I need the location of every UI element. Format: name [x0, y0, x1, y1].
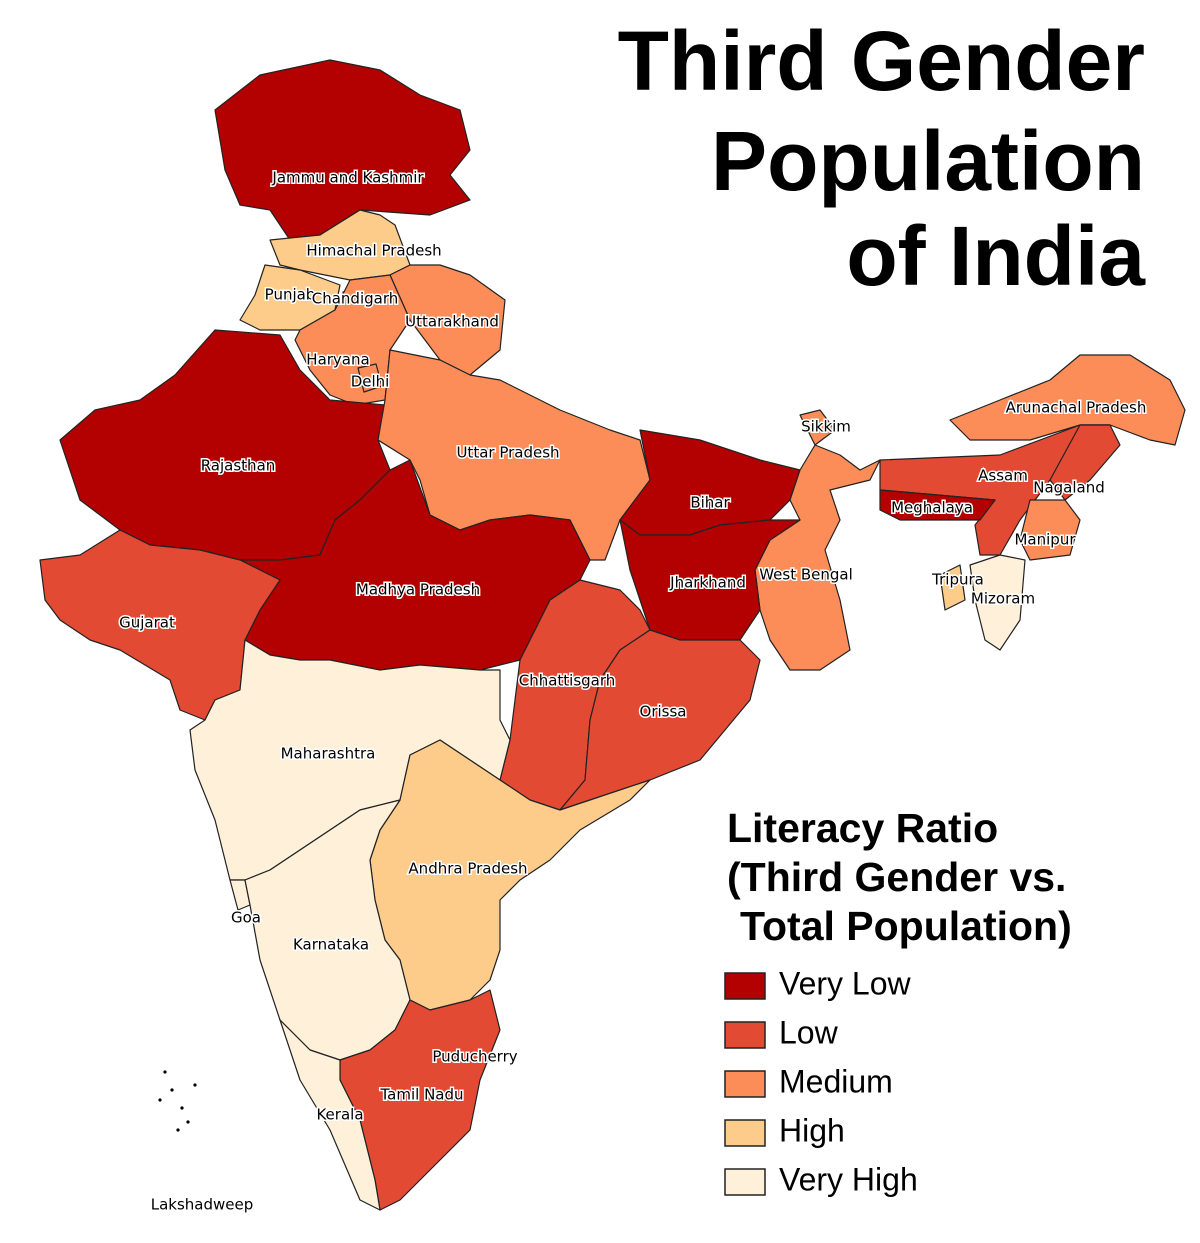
- region: [357, 363, 383, 393]
- legend-swatch: [724, 1070, 766, 1098]
- region-label: Tamil Nadu: [379, 1086, 463, 1104]
- region: [377, 349, 651, 561]
- region-label: Delhi: [351, 373, 390, 391]
- region-label: Assam: [978, 467, 1028, 485]
- region-label: Madhya Pradesh: [356, 581, 480, 599]
- region-label: Sikkim: [801, 418, 851, 436]
- region-label: Uttar Pradesh: [456, 444, 559, 462]
- region: [1019, 499, 1081, 561]
- legend-swatch: [724, 1021, 766, 1049]
- region: [879, 489, 996, 521]
- region-label: Meghalaya: [891, 499, 973, 517]
- region: [619, 519, 801, 641]
- region-label: Puducherry: [432, 1048, 517, 1066]
- legend-label: High: [779, 1112, 845, 1148]
- region-label: Manipur: [1014, 531, 1076, 549]
- region-label: Himachal Pradesh: [306, 242, 441, 260]
- legend-title: (Third Gender vs.: [727, 854, 1066, 900]
- legend-swatch: [724, 972, 766, 1000]
- island: [176, 1128, 180, 1132]
- legend-swatch: [724, 1119, 766, 1147]
- region: [1049, 424, 1121, 501]
- region-label: Kerala: [316, 1106, 363, 1124]
- region-label: Bihar: [690, 494, 730, 512]
- legend-swatch: [724, 1168, 766, 1196]
- region-label: Orissa: [640, 703, 687, 721]
- region-label: Maharashtra: [281, 745, 376, 763]
- region-label: Chhattisgarh: [519, 672, 616, 690]
- island: [163, 1070, 167, 1074]
- region-label: Rajasthan: [201, 457, 276, 475]
- region-label: Chandigarh: [312, 290, 399, 308]
- title-line: of India: [846, 209, 1146, 303]
- regions: [39, 59, 1186, 1211]
- region: [949, 354, 1186, 446]
- island: [170, 1088, 174, 1092]
- island: [180, 1106, 184, 1110]
- legend: Very Low Low Medium High Very High: [724, 965, 918, 1197]
- region-label: Lakshadweep: [151, 1196, 254, 1214]
- region-label: Jammu and Kashmir: [271, 169, 424, 187]
- region-label: Uttarakhand: [405, 313, 499, 331]
- island: [186, 1120, 190, 1124]
- region: [799, 409, 836, 446]
- region-label: Punjab: [265, 286, 316, 304]
- region-label: Mizoram: [971, 590, 1035, 608]
- region-label: West Bengal: [759, 566, 853, 584]
- region-label: Arunachal Pradesh: [1006, 399, 1147, 417]
- legend-label: Medium: [779, 1063, 893, 1099]
- legend-title: Literacy Ratio: [727, 805, 998, 851]
- island: [158, 1098, 162, 1102]
- region-label: Jharkhand: [669, 574, 746, 592]
- region-label: Nagaland: [1033, 479, 1105, 497]
- legend-label: Very Low: [779, 965, 912, 1001]
- region: [214, 59, 471, 241]
- region-label: Tripura: [931, 571, 984, 589]
- title-line: Third Gender: [618, 14, 1145, 108]
- region: [939, 564, 966, 611]
- region-label: Andhra Pradesh: [408, 860, 527, 878]
- region-label: Gujarat: [119, 614, 175, 632]
- title-line: Population: [711, 114, 1145, 208]
- legend-label: Very High: [779, 1161, 918, 1197]
- region-label: Haryana: [306, 351, 369, 369]
- region: [389, 264, 506, 376]
- region: [969, 554, 1026, 651]
- island: [193, 1083, 197, 1087]
- legend-label: Low: [779, 1014, 839, 1050]
- region-label: Goa: [231, 909, 261, 927]
- region-label: Karnataka: [293, 936, 369, 954]
- region: [279, 1019, 381, 1211]
- legend-title: Total Population): [740, 903, 1072, 949]
